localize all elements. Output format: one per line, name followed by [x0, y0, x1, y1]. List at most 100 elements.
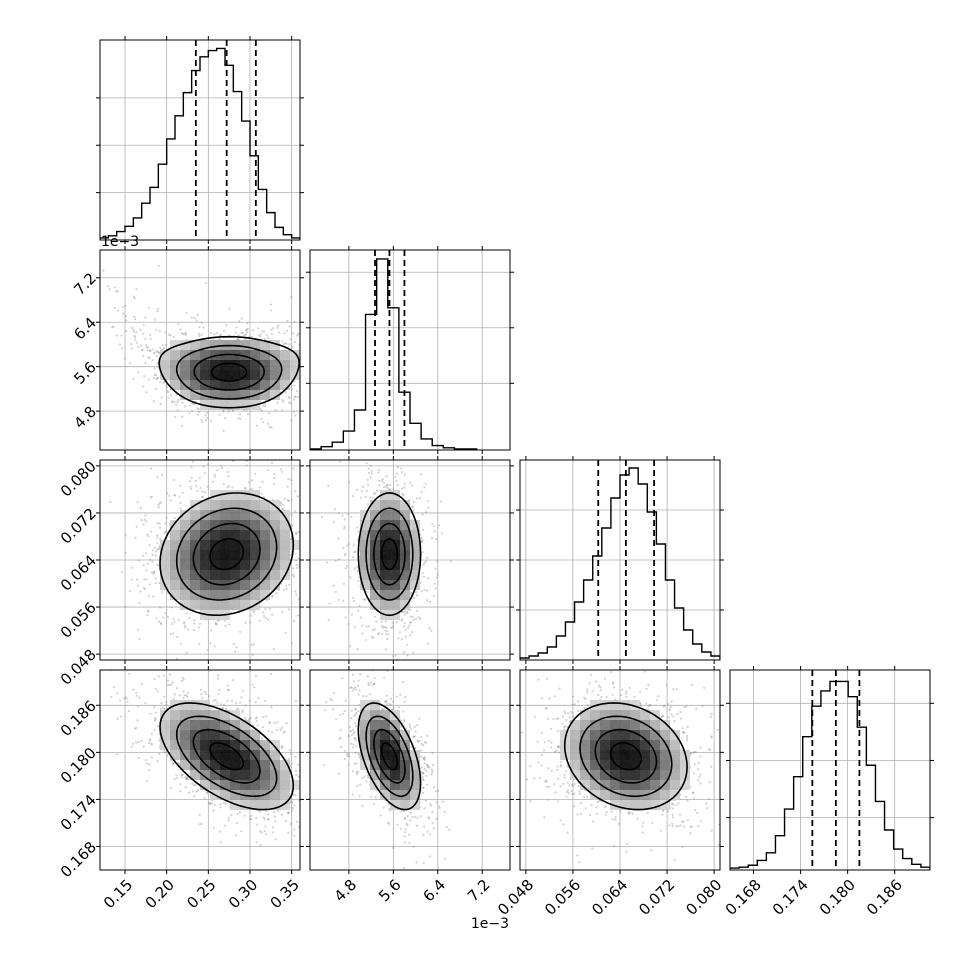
scatter-point: [183, 694, 186, 697]
scatter-point: [150, 732, 153, 736]
density-cell: [380, 590, 390, 600]
density-cell: [170, 560, 180, 570]
scatter-point: [235, 326, 238, 329]
scatter-point: [409, 621, 412, 624]
scatter-point: [156, 536, 159, 539]
scatter-point: [409, 615, 412, 618]
scatter-point: [396, 671, 398, 673]
scatter-point: [262, 611, 265, 614]
scatter-point: [139, 590, 142, 593]
density-cell: [400, 500, 410, 510]
scatter-point: [337, 537, 340, 540]
scatter-point: [188, 480, 192, 483]
scatter-point: [198, 622, 202, 625]
density-cell: [280, 520, 290, 530]
scatter-point: [288, 325, 291, 328]
hist-outline: [100, 47, 300, 240]
scatter-point: [198, 476, 201, 479]
scatter-point: [426, 599, 429, 602]
scatter-point: [354, 828, 356, 830]
density-cell: [280, 510, 290, 520]
y-tick-label: 6.4: [70, 314, 100, 344]
density-cell: [230, 490, 240, 500]
density-cell: [280, 550, 290, 560]
scatter-point: [169, 334, 172, 337]
scatter-point: [246, 322, 249, 325]
scatter-point: [244, 704, 247, 707]
scatter-point: [200, 321, 203, 324]
scatter-point: [173, 478, 176, 482]
scatter-point: [134, 318, 137, 321]
scatter-point: [270, 309, 273, 312]
scatter-point: [402, 493, 405, 497]
x-tick-label: 0.168: [722, 876, 765, 919]
scatter-point: [436, 560, 439, 563]
density-cell: [210, 560, 220, 570]
scatter-point: [287, 608, 290, 611]
scatter-point: [273, 476, 276, 480]
scatter-point: [261, 480, 264, 483]
scatter-point: [250, 479, 253, 482]
density-cell: [210, 370, 220, 380]
scatter-point: [304, 552, 306, 554]
scatter-point: [170, 606, 173, 609]
scatter-point: [228, 307, 231, 310]
scatter-point: [315, 760, 317, 762]
scatter-point: [318, 541, 320, 543]
scatter-point: [138, 696, 141, 699]
scatter-point: [247, 413, 250, 416]
contour-level: [175, 344, 283, 400]
scatter-point: [235, 822, 238, 825]
scatter-point: [323, 539, 325, 541]
density-cell: [230, 370, 240, 380]
scatter-point: [152, 400, 155, 403]
density-cell: [260, 510, 270, 520]
scatter-point: [217, 677, 220, 680]
scatter-point: [311, 575, 313, 577]
scatter-point: [148, 349, 152, 352]
scatter-point: [161, 344, 164, 347]
hist-bar: [903, 859, 912, 870]
scatter-point: [159, 346, 162, 349]
scatter-point: [200, 693, 203, 696]
scatter-point: [283, 588, 286, 592]
scatter-point: [312, 352, 314, 354]
scatter-point: [259, 333, 262, 336]
scatter-point: [357, 580, 360, 583]
scatter-point: [294, 590, 297, 593]
scatter-point: [183, 405, 186, 408]
scatter-point: [292, 573, 295, 577]
scatter-point: [274, 409, 277, 412]
scatter-point: [241, 710, 244, 714]
scatter-point: [326, 805, 328, 807]
scatter-point: [427, 642, 430, 645]
scatter-point: [294, 769, 298, 773]
scatter-point: [320, 515, 323, 519]
density-cell: [240, 510, 250, 520]
scatter-point: [244, 621, 247, 624]
scatter-point: [254, 674, 258, 677]
scatter-point: [384, 620, 387, 623]
scatter-point: [303, 477, 305, 479]
scatter-point: [142, 385, 145, 388]
scatter-point: [255, 424, 259, 427]
scatter-point: [156, 534, 159, 537]
density-cell: [200, 520, 210, 530]
scatter-point: [296, 390, 299, 393]
density-cell: [390, 530, 400, 540]
scatter-point: [110, 695, 113, 699]
scatter-point: [394, 475, 397, 478]
scatter-point: [148, 594, 151, 598]
histogram-1: [310, 250, 478, 450]
scatter-point: [206, 485, 209, 488]
scatter-point: [149, 333, 152, 336]
density-cell: [250, 570, 260, 580]
scatter-point: [161, 348, 164, 351]
density-cell: [270, 580, 280, 590]
scatter-point: [411, 506, 414, 509]
scatter-point: [204, 419, 207, 422]
scatter-point: [287, 811, 290, 815]
scatter-point: [124, 315, 127, 318]
scatter-point: [272, 327, 275, 330]
scatter-point: [251, 453, 253, 455]
